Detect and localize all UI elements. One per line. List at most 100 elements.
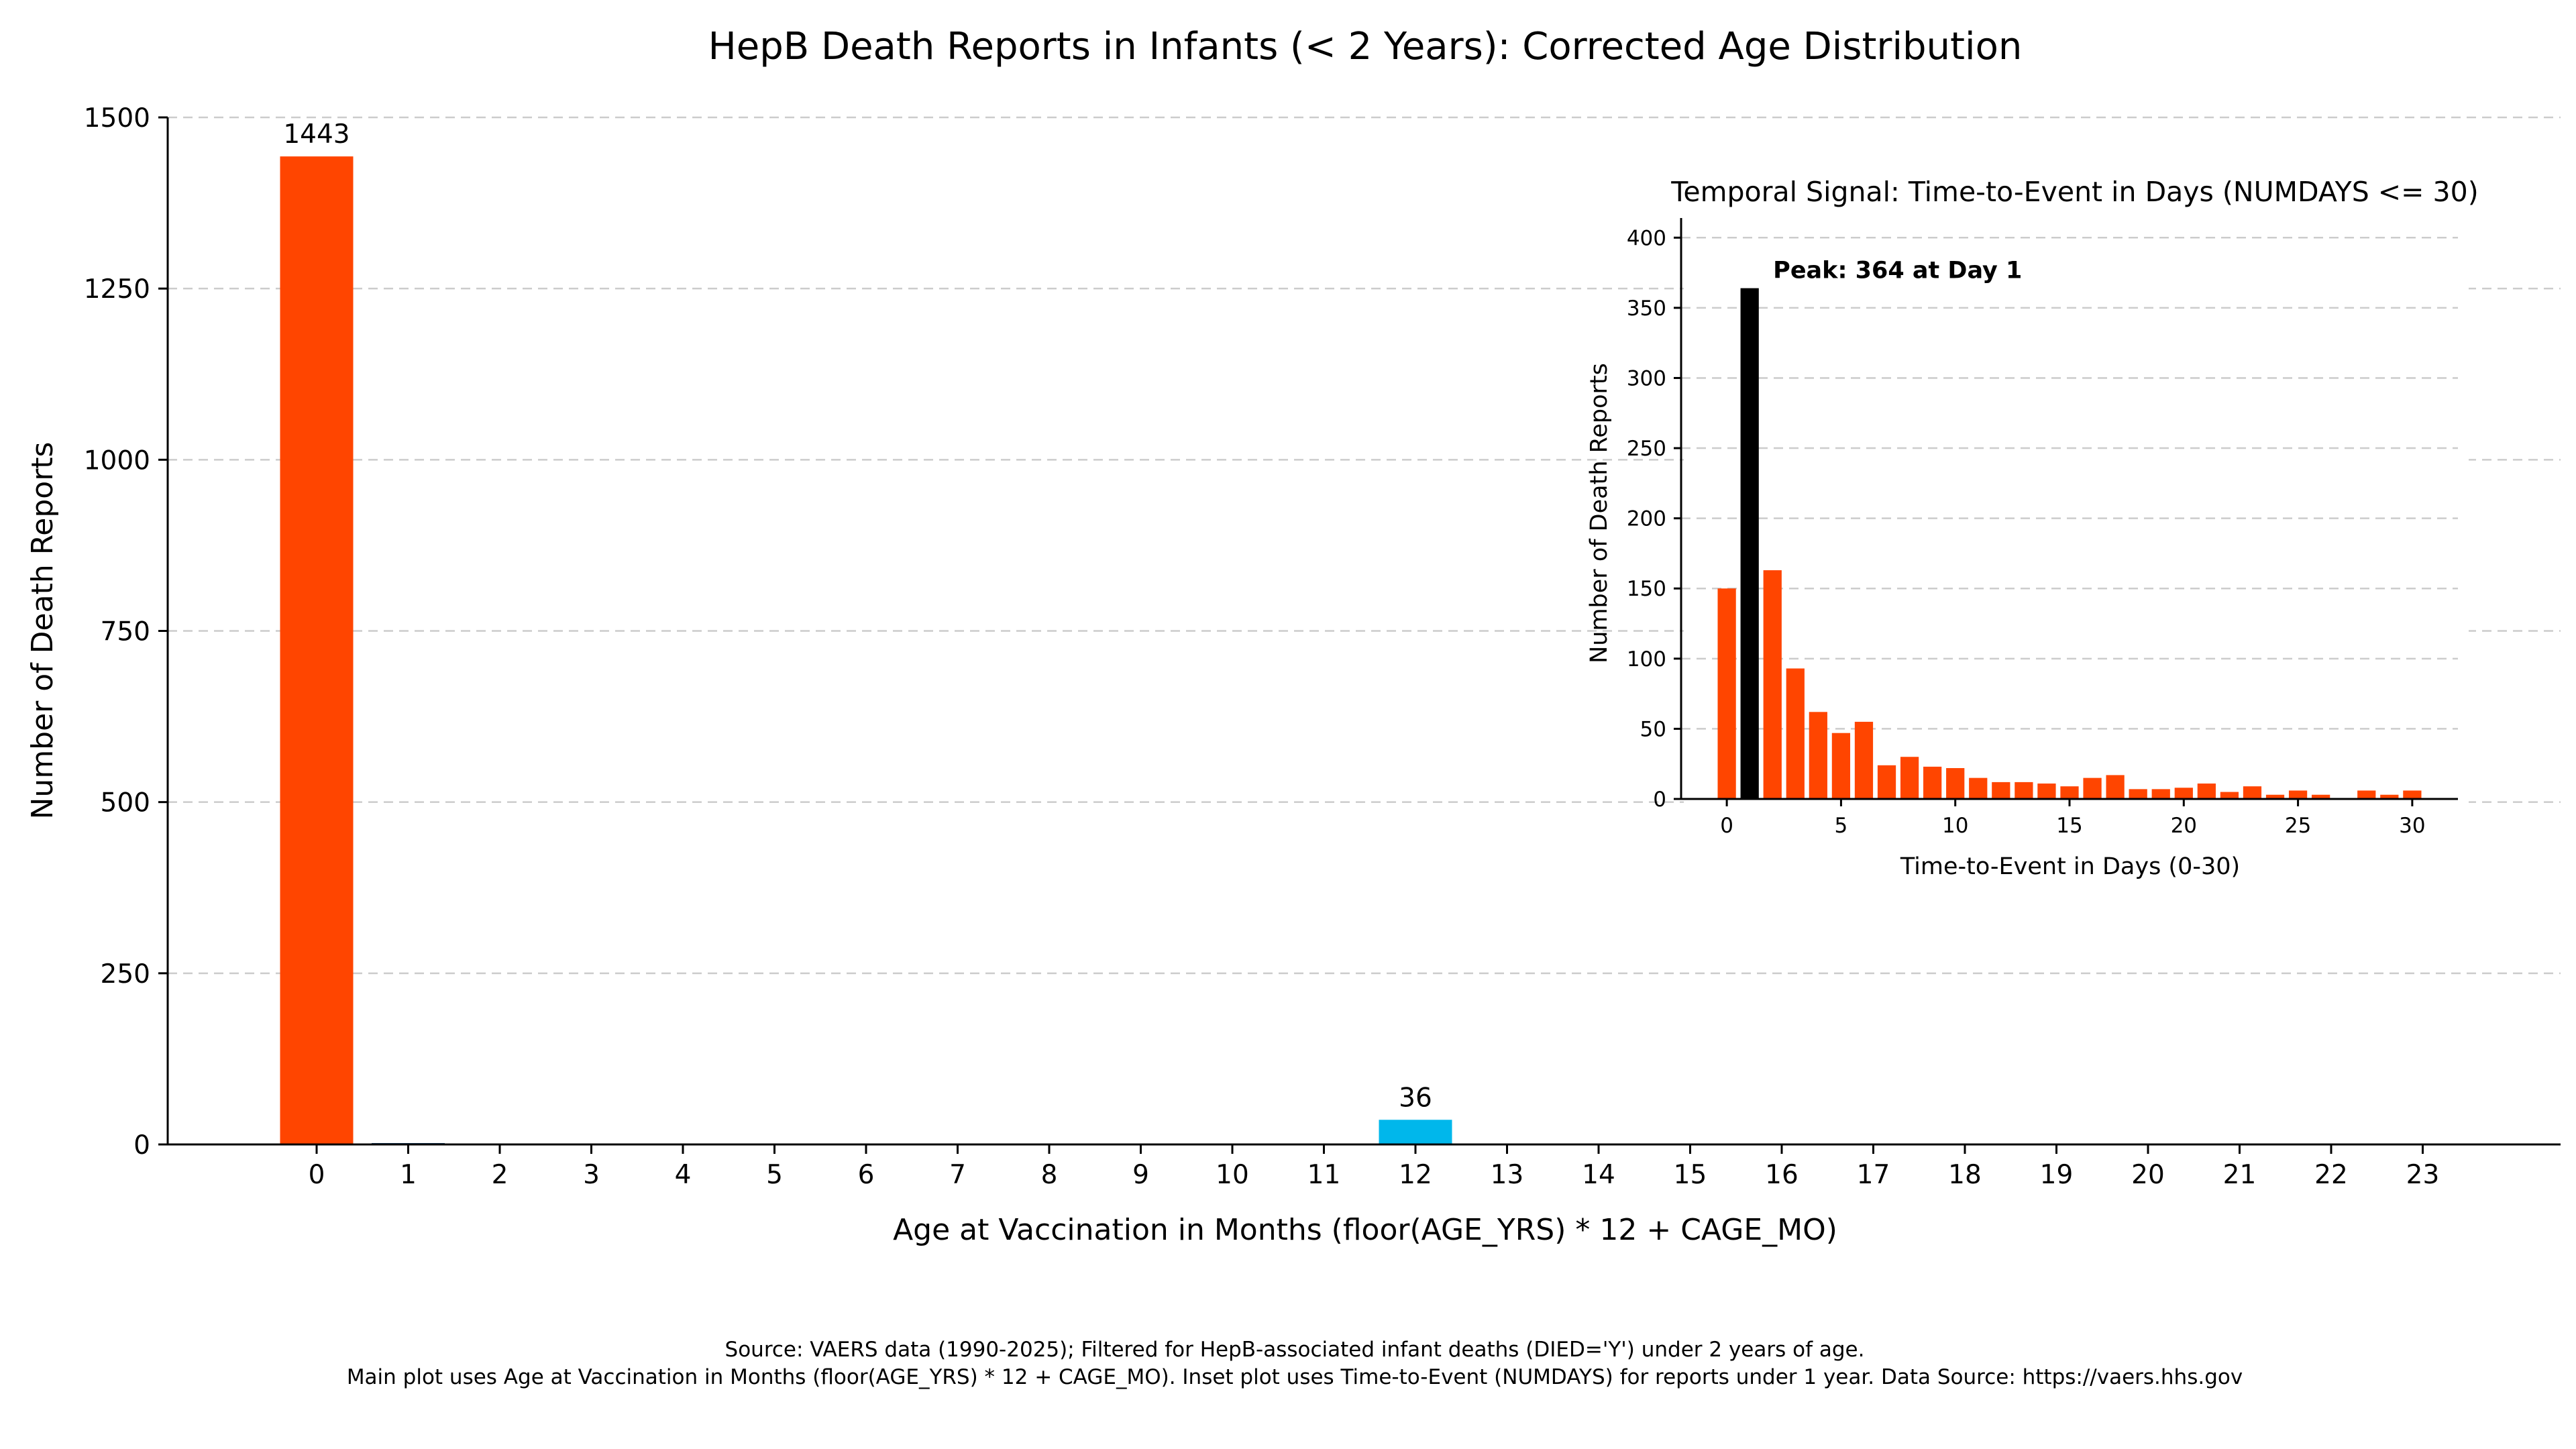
footnote-line-2: Main plot uses Age at Vaccination in Mon…: [347, 1365, 2243, 1389]
main-x-tick-label: 8: [1041, 1160, 1058, 1190]
main-chart-title: HepB Death Reports in Infants (< 2 Years…: [708, 25, 2023, 68]
inset-bar-day-1: [1740, 288, 1759, 800]
main-x-tick-label: 11: [1307, 1160, 1341, 1190]
inset-bar-day-7: [1877, 765, 1896, 799]
inset-x-tick-label: 25: [2285, 814, 2311, 838]
main-x-axis-label: Age at Vaccination in Months (floor(AGE_…: [893, 1213, 1837, 1247]
inset-bar-day-9: [1923, 766, 1942, 799]
inset-y-tick-label: 100: [1627, 647, 1666, 672]
main-data-label: 1443: [283, 119, 350, 150]
inset-bar-day-29: [2380, 794, 2399, 799]
main-x-tick-label: 2: [492, 1160, 508, 1190]
main-x-tick-label: 1: [400, 1160, 417, 1190]
main-y-tick-label: 500: [101, 788, 150, 818]
main-x-tick-label: 19: [2040, 1160, 2074, 1190]
inset-x-tick-label: 20: [2171, 814, 2197, 838]
inset-bar-day-17: [2106, 775, 2125, 799]
main-x-tick-label: 9: [1132, 1160, 1149, 1190]
inset-y-tick-label: 400: [1627, 226, 1666, 250]
inset-bar-day-0: [1717, 588, 1736, 799]
main-x-tick-label: 17: [1857, 1160, 1890, 1190]
main-x-tick-label: 18: [1948, 1160, 1982, 1190]
inset-x-tick-label: 0: [1720, 814, 1733, 838]
inset-y-tick-label: 200: [1627, 507, 1666, 531]
main-y-axis-label: Number of Death Reports: [25, 442, 60, 820]
inset-x-ticks: 0 5 10 15 20 25 30: [1720, 799, 2426, 838]
main-x-tick-label: 15: [1674, 1160, 1707, 1190]
inset-bar-day-5: [1831, 733, 1851, 799]
main-y-tick-label: 1500: [84, 103, 150, 133]
main-data-label: 36: [1399, 1083, 1432, 1113]
main-x-tick-label: 13: [1491, 1160, 1524, 1190]
inset-y-tick-label: 50: [1640, 717, 1666, 741]
inset-x-axis-label: Time-to-Event in Days (0-30): [1900, 853, 2240, 880]
inset-bar-day-12: [1992, 782, 2010, 799]
inset-bar-day-8: [1900, 757, 1919, 799]
main-x-tick-label: 20: [2131, 1160, 2165, 1190]
inset-bar-day-23: [2243, 786, 2262, 799]
main-x-tick-label: 21: [2223, 1160, 2257, 1190]
inset-bar-day-11: [1969, 777, 1988, 799]
main-x-tick-label: 14: [1582, 1160, 1615, 1190]
main-x-tick-label: 5: [766, 1160, 783, 1190]
inset-bar-day-6: [1854, 721, 1874, 799]
inset-background: [1684, 215, 2469, 805]
inset-x-tick-label: 30: [2399, 814, 2425, 838]
main-x-tick-label: 12: [1399, 1160, 1432, 1190]
inset-bar-day-13: [2015, 782, 2033, 799]
inset-bar-day-16: [2083, 777, 2102, 799]
inset-y-tick-label: 350: [1627, 297, 1666, 321]
main-y-tick-label: 750: [101, 617, 150, 647]
inset-chart: Temporal Signal: Time-to-Event in Days (…: [1586, 176, 2479, 880]
main-bar-month-12: [1379, 1120, 1452, 1144]
inset-x-tick-label: 10: [1942, 814, 1968, 838]
inset-bar-day-19: [2151, 789, 2170, 799]
main-x-tick-label: 7: [949, 1160, 966, 1190]
main-x-tick-label: 16: [1765, 1160, 1799, 1190]
inset-bar-day-15: [2060, 786, 2079, 799]
inset-bars: [1717, 288, 2422, 800]
main-x-tick-label: 22: [2314, 1160, 2348, 1190]
inset-bar-day-4: [1809, 712, 1827, 799]
inset-bar-day-24: [2265, 794, 2285, 799]
main-x-tick-label: 0: [309, 1160, 325, 1190]
main-data-labels: 1443 36: [283, 119, 1432, 1113]
inset-bar-day-21: [2197, 783, 2216, 799]
main-x-tick-label: 6: [858, 1160, 875, 1190]
inset-bar-day-25: [2288, 790, 2308, 799]
inset-x-tick-label: 15: [2056, 814, 2082, 838]
main-y-tick-label: 0: [133, 1130, 150, 1161]
inset-bar-day-18: [2129, 789, 2147, 799]
main-x-ticks: 0 1 2 3 4 5 6 7 8 9 10 11 12 13 14 15 16 17 18 19 20 21 22 23: [309, 1144, 2440, 1190]
inset-bar-day-22: [2220, 792, 2239, 799]
inset-bar-day-28: [2357, 790, 2376, 799]
inset-y-tick-label: 150: [1627, 577, 1666, 601]
inset-y-tick-label: 250: [1627, 437, 1666, 461]
inset-y-tick-label: 300: [1627, 366, 1666, 390]
main-y-tick-label: 1000: [84, 445, 150, 476]
main-x-tick-label: 10: [1216, 1160, 1249, 1190]
inset-bar-day-30: [2403, 790, 2422, 799]
inset-peak-annotation: Peak: 364 at Day 1: [1773, 258, 2022, 284]
main-y-ticks: 0 250 500 750 1000 1250 1500: [84, 103, 168, 1161]
inset-y-tick-label: 0: [1653, 788, 1666, 812]
inset-x-tick-label: 5: [1835, 814, 1848, 838]
inset-bar-day-14: [2037, 783, 2056, 799]
inset-bar-day-2: [1763, 570, 1782, 799]
main-x-tick-label: 3: [583, 1160, 600, 1190]
inset-y-axis-label: Number of Death Reports: [1586, 363, 1613, 663]
inset-chart-title: Temporal Signal: Time-to-Event in Days (…: [1670, 176, 2478, 208]
inset-bar-day-20: [2174, 788, 2193, 799]
inset-bar-day-3: [1786, 668, 1805, 799]
main-bars: [280, 156, 1452, 1145]
footnote-line-1: Source: VAERS data (1990-2025); Filtered…: [725, 1338, 1865, 1362]
inset-bar-day-10: [1946, 767, 1965, 799]
main-bar-month-0: [280, 156, 354, 1145]
main-y-tick-label: 250: [101, 959, 150, 989]
main-x-tick-label: 23: [2406, 1160, 2440, 1190]
inset-bar-day-26: [2312, 794, 2330, 799]
main-y-tick-label: 1250: [84, 274, 150, 305]
inset-y-ticks: 0 50 100 150 200 250 300 350 400: [1627, 226, 1681, 812]
main-x-tick-label: 4: [675, 1160, 692, 1190]
